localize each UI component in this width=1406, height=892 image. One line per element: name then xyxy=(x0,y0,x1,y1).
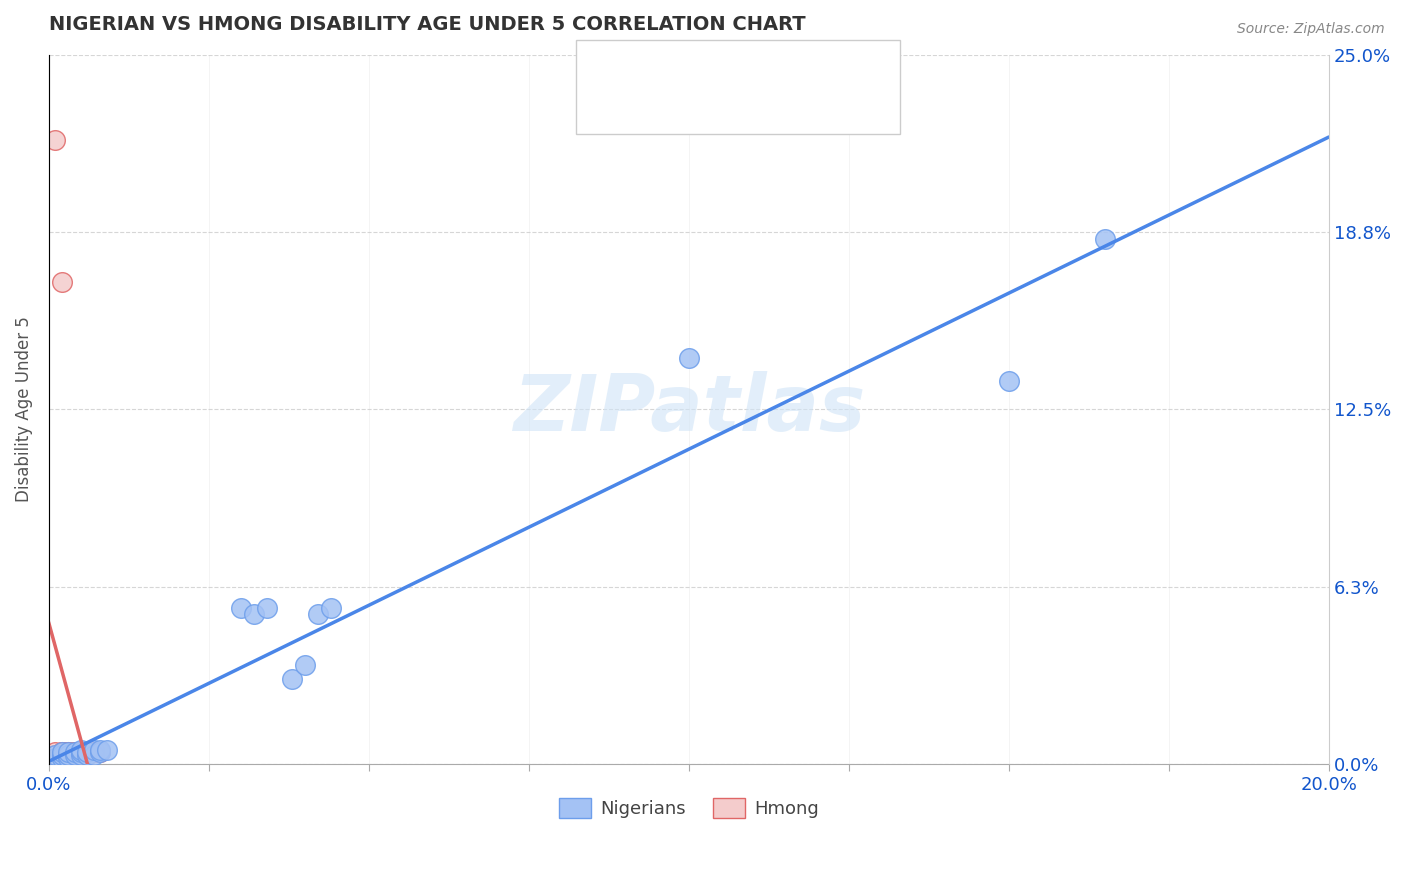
Point xyxy=(51,748,73,763)
Point xyxy=(56,746,79,760)
Text: Source: ZipAtlas.com: Source: ZipAtlas.com xyxy=(1237,22,1385,37)
Point xyxy=(63,746,86,760)
Point xyxy=(678,351,700,366)
Point xyxy=(44,746,66,760)
Point xyxy=(89,742,111,756)
Point xyxy=(56,746,79,760)
Point xyxy=(44,751,66,765)
Point xyxy=(70,746,93,760)
Point xyxy=(256,600,278,615)
Point xyxy=(56,751,79,765)
Point xyxy=(294,657,316,672)
Point xyxy=(76,748,98,763)
Point xyxy=(76,746,98,760)
Point xyxy=(70,746,93,760)
Point xyxy=(76,748,98,763)
Point xyxy=(229,600,252,615)
Point xyxy=(63,748,86,763)
Point xyxy=(83,742,105,756)
Point xyxy=(1094,232,1116,246)
Text: ZIPatlas: ZIPatlas xyxy=(513,371,865,448)
Point xyxy=(51,748,73,763)
Point xyxy=(242,607,264,621)
Point xyxy=(63,746,86,760)
Point xyxy=(56,748,79,763)
Point xyxy=(70,748,93,763)
Point xyxy=(307,607,329,621)
Point xyxy=(44,748,66,763)
Point xyxy=(89,746,111,760)
Point xyxy=(44,133,66,147)
Point xyxy=(70,742,93,756)
Point xyxy=(63,748,86,763)
Point xyxy=(89,746,111,760)
Point xyxy=(998,374,1021,388)
Point xyxy=(319,600,342,615)
Point xyxy=(51,751,73,765)
Point xyxy=(44,748,66,763)
Point xyxy=(281,672,304,686)
Y-axis label: Disability Age Under 5: Disability Age Under 5 xyxy=(15,317,32,502)
Point xyxy=(51,746,73,760)
Point xyxy=(51,746,73,760)
Point xyxy=(96,742,118,756)
Point xyxy=(70,748,93,763)
Point xyxy=(83,746,105,760)
Legend: Nigerians, Hmong: Nigerians, Hmong xyxy=(551,790,827,826)
Point xyxy=(56,746,79,760)
Point xyxy=(83,748,105,763)
Legend: R =  0.771   N = 30, R =  0.598   N = 20: R = 0.771 N = 30, R = 0.598 N = 20 xyxy=(593,50,852,124)
Point xyxy=(56,748,79,763)
Text: NIGERIAN VS HMONG DISABILITY AGE UNDER 5 CORRELATION CHART: NIGERIAN VS HMONG DISABILITY AGE UNDER 5… xyxy=(49,15,806,34)
Point xyxy=(51,275,73,289)
Point xyxy=(63,746,86,760)
Point xyxy=(44,748,66,763)
Point xyxy=(44,748,66,763)
Point xyxy=(51,746,73,760)
